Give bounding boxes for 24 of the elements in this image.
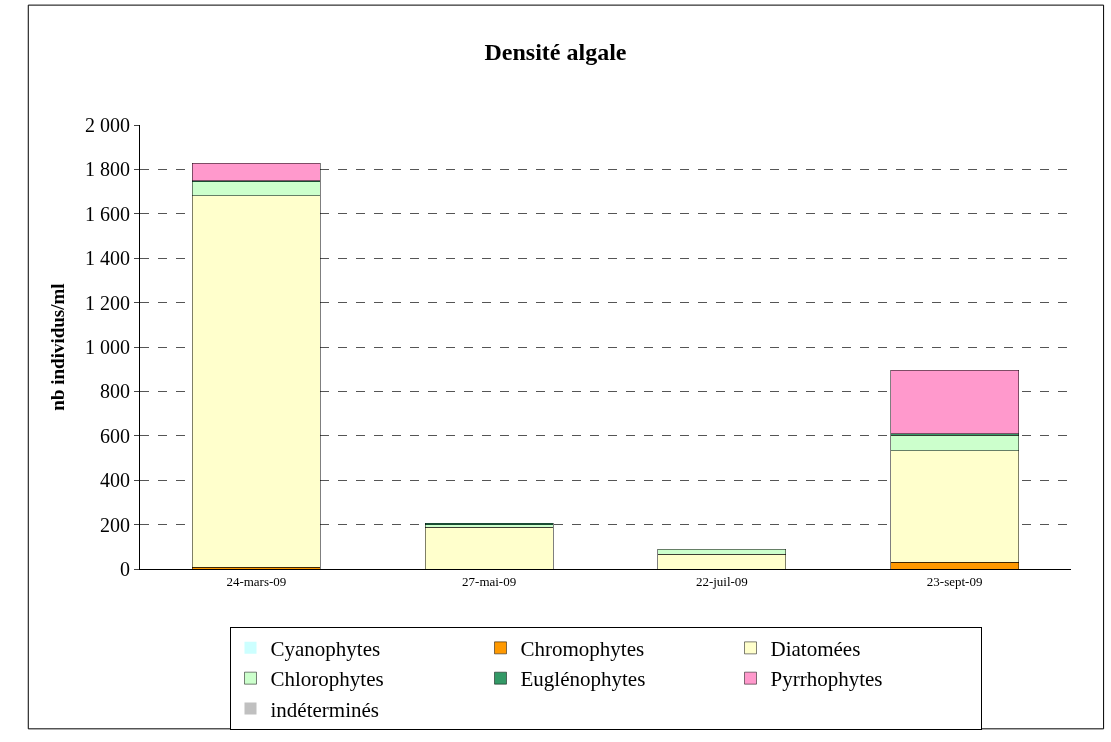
legend-label: indéterminés — [270, 697, 379, 722]
y-tick-label: 1 800 — [85, 158, 130, 181]
legend-label: Euglénophytes — [520, 667, 646, 692]
legend-label: Cyanophytes — [270, 637, 381, 662]
y-tick-label: 1 200 — [85, 291, 130, 314]
y-axis-title: nb individus/ml — [46, 283, 68, 411]
y-tick-label: 1 400 — [85, 247, 130, 270]
y-tick-label: 600 — [100, 424, 130, 447]
y-tick-label: 200 — [100, 513, 130, 536]
x-tick-label: 27-mai-09 — [462, 573, 517, 589]
y-tick-label: 1 000 — [85, 336, 130, 358]
y-tick-label: 400 — [100, 469, 130, 492]
legend-label: Pyrrhophytes — [770, 667, 883, 692]
y-tick-label: 0 — [120, 558, 130, 580]
legend-label: Diatomées — [770, 637, 861, 662]
chart-title: Densité algale — [484, 39, 627, 66]
legend-label: Chlorophytes — [270, 667, 384, 692]
y-tick-label: 800 — [100, 380, 130, 403]
x-tick-label: 24-mars-09 — [226, 573, 287, 589]
y-tick-label: 2 000 — [85, 114, 130, 136]
x-tick-label: 23-sept-09 — [926, 573, 983, 589]
legend-label: Chromophytes — [520, 637, 645, 662]
x-tick-label: 22-juil-09 — [695, 573, 748, 589]
y-tick-label: 1 600 — [85, 202, 130, 225]
